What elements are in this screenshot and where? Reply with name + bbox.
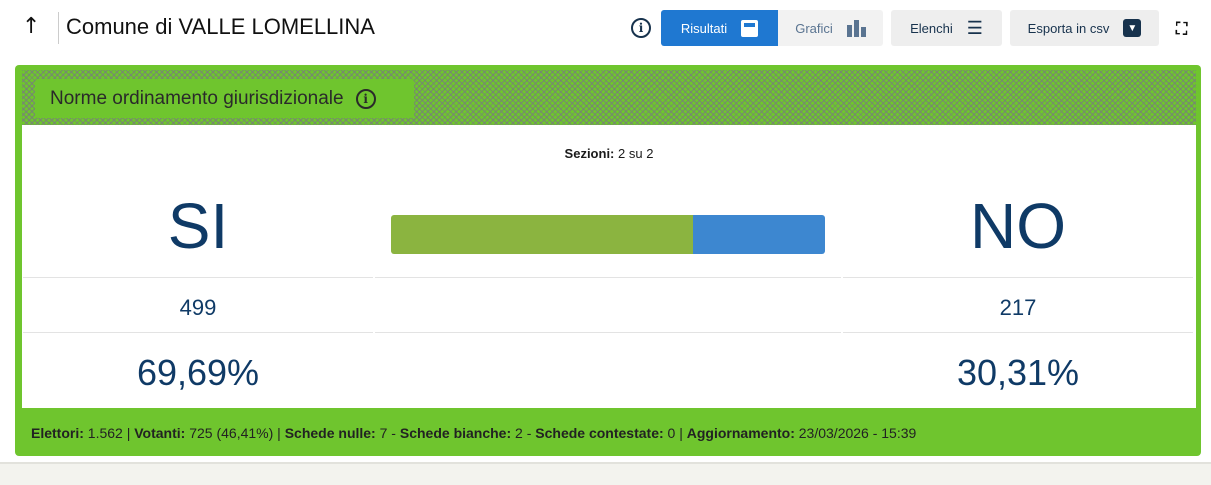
export-label: Esporta in csv [1027,20,1110,36]
card-title: Norme ordinamento giurisdizionale [50,87,344,109]
elettori-label: Elettori: [31,425,84,441]
no-percent: 30,31% [956,352,1080,393]
sections-label: Sezioni: [564,146,615,161]
bar-chart-icon [846,19,866,37]
card-title-box: Norme ordinamento giurisdizionale i [35,79,414,118]
charts-button[interactable]: Grafici [778,10,883,46]
divider [843,332,1193,333]
yes-label: SI [167,190,229,262]
update-value: 23/03/2026 - 15:39 [798,425,917,441]
yes-bar-segment [391,215,694,254]
update-label: Aggiornamento: [686,425,795,441]
list-checkbox-icon [741,19,759,37]
votanti-label: Votanti: [134,425,186,441]
sections-count: Sezioni: 2 su 2 [22,146,1196,161]
results-button[interactable]: Risultati [661,10,778,46]
lists-label: Elenchi [910,20,953,36]
top-bar: ↑ Comune di VALLE LOMELLINA i Risultati … [0,0,1211,60]
no-label: NO [970,190,1066,262]
divider [58,12,59,44]
info-icon[interactable]: i [631,18,651,38]
votanti-value: 725 (46,41%) [189,425,274,441]
no-votes: 217 [999,295,1037,320]
page-background [0,462,1211,485]
info-icon[interactable]: i [355,88,376,109]
download-box-icon: ▼ [1123,19,1142,37]
elettori-value: 1.562 [87,425,123,441]
divider [375,277,841,278]
divider [843,277,1193,278]
divider [23,332,373,333]
export-csv-button[interactable]: Esporta in csv ▼ [1010,10,1159,46]
results-label: Risultati [680,20,728,36]
divider [375,332,841,333]
bianche-label: Schede bianche: [399,425,512,441]
yes-percent: 69,69% [136,352,260,393]
nulle-value: 7 [379,425,388,441]
no-bar-segment [693,215,825,254]
result-bar [391,215,825,254]
sections-value: 2 su 2 [618,146,654,161]
list-icon: ☰ [966,17,983,38]
results-body: Sezioni: 2 su 2 SI NO 499 217 69,69% 30,… [22,125,1196,408]
lists-button[interactable]: Elenchi ☰ [891,10,1002,46]
charts-label: Grafici [795,20,833,36]
nulle-label: Schede nulle: [284,425,376,441]
page-title: Comune di VALLE LOMELLINA [66,14,375,39]
divider [23,277,373,278]
back-arrow-icon[interactable]: ↑ [22,14,41,39]
yes-votes: 499 [179,295,217,320]
fullscreen-icon[interactable]: ⛶ [1176,19,1188,38]
contestate-label: Schede contestate: [535,425,664,441]
contestate-value: 0 [667,425,676,441]
stats-footer: Elettori: 1.562 | Votanti: 725 (46,41%) … [31,425,917,441]
bianche-value: 2 [515,425,523,441]
